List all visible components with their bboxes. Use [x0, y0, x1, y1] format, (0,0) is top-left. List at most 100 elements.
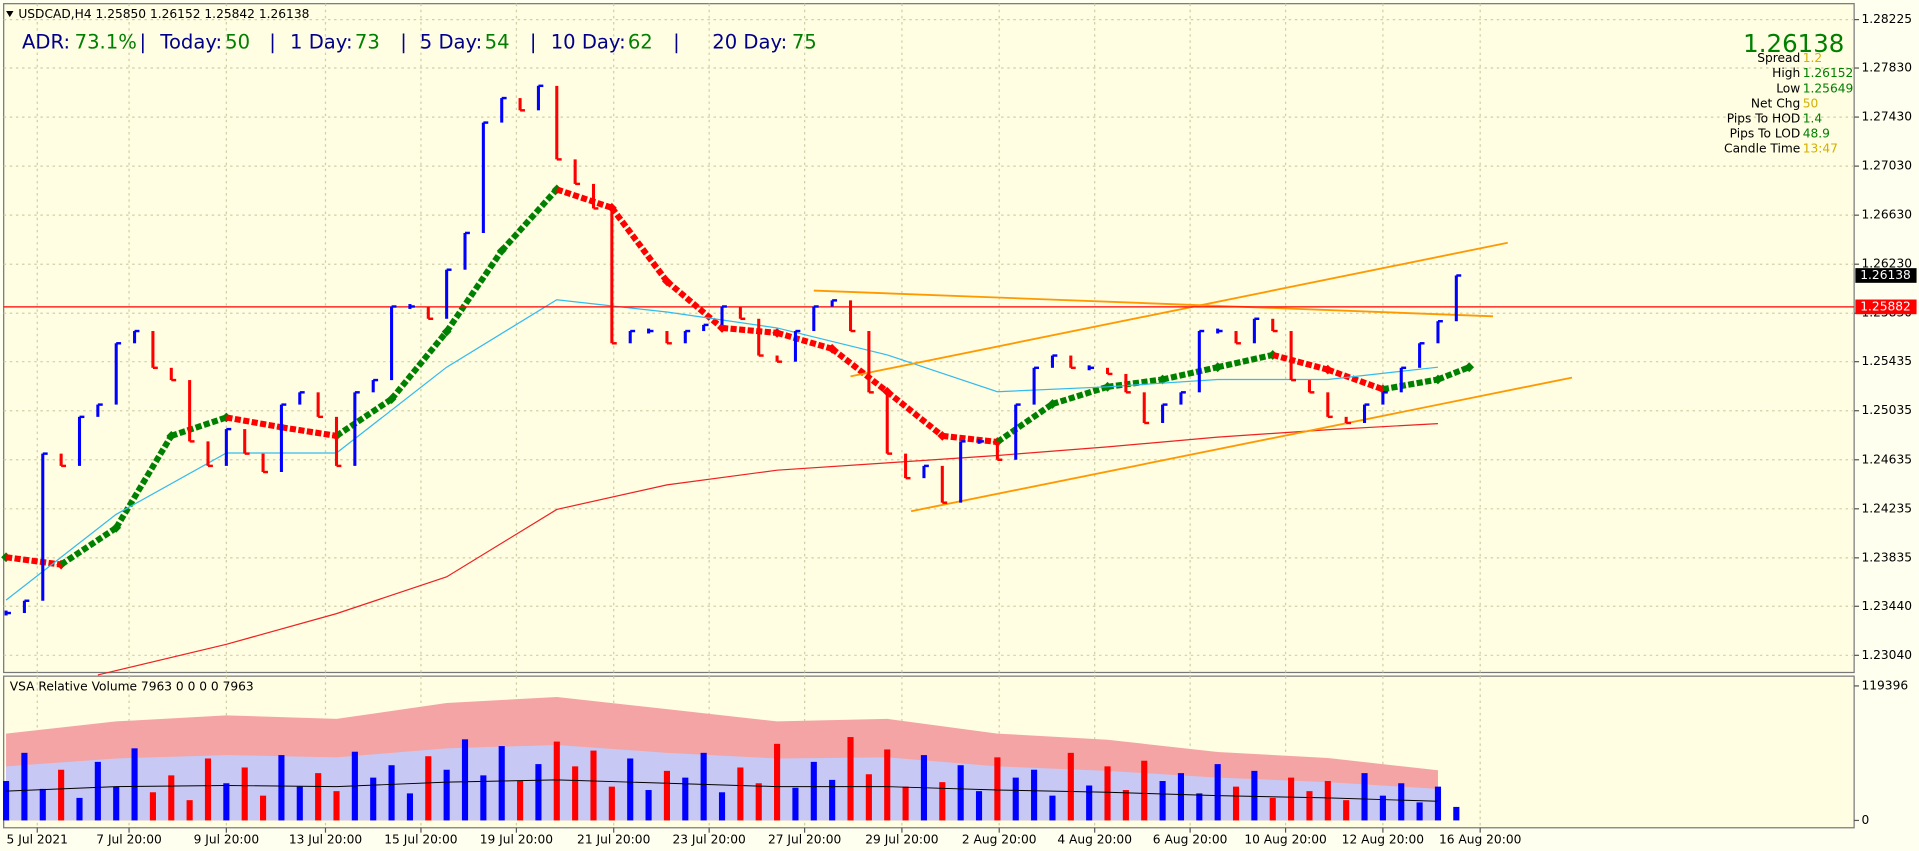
volume-bar — [370, 777, 377, 821]
volume-bar — [902, 786, 909, 821]
info-label: High — [1772, 66, 1800, 80]
volume-bar — [1196, 793, 1203, 821]
volume-bar — [149, 792, 156, 821]
volume-bar — [443, 769, 450, 821]
info-value: 1.26152 — [1803, 66, 1854, 80]
trend-ma-segment — [1271, 351, 1329, 373]
volume-bar — [1012, 777, 1019, 821]
y-tick-label: 1.24635 — [1861, 452, 1912, 466]
volume-bar — [1288, 777, 1295, 821]
volume-bar — [2, 781, 10, 821]
volume-bar — [1067, 752, 1074, 821]
x-tick-label: 27 Jul 20:00 — [768, 832, 841, 846]
x-tick-label: 12 Aug 20:00 — [1342, 832, 1424, 846]
trend-ma-segment — [113, 434, 174, 530]
info-label: Net Chg — [1751, 96, 1800, 110]
x-tick-label: 19 Jul 20:00 — [480, 832, 553, 846]
separator: | — [673, 30, 680, 53]
volume-bar — [1306, 791, 1313, 821]
y-tick-label: 1.27430 — [1861, 110, 1912, 124]
x-tick-label: 6 Aug 20:00 — [1153, 832, 1228, 846]
volume-bar — [58, 769, 65, 821]
volume-bar — [865, 774, 872, 821]
x-tick-label: 4 Aug 20:00 — [1057, 832, 1132, 846]
separator: | — [140, 30, 147, 53]
adr-label: 1 Day: — [290, 30, 352, 53]
volume-bar — [627, 758, 634, 821]
volume-bar — [1159, 781, 1166, 821]
trend-ma-segment — [995, 401, 1055, 445]
volume-bar — [535, 764, 542, 821]
trendline — [910, 376, 1573, 513]
volume-bar — [260, 795, 267, 821]
y-tick-label: 1.25035 — [1861, 403, 1912, 417]
level-box — [1855, 299, 1917, 315]
adr-value: 73 — [355, 30, 380, 53]
y-tick-label: 1.26630 — [1861, 208, 1912, 222]
volume-bar — [737, 767, 744, 821]
collapse-icon[interactable] — [6, 11, 14, 18]
trend-ma-segment — [1326, 366, 1384, 393]
volume-bar — [1031, 769, 1038, 821]
y-tick-label: 1.26230 — [1861, 257, 1912, 271]
volume-bar — [1049, 795, 1056, 821]
volume-bar — [682, 777, 689, 821]
volume-average — [6, 779, 1438, 802]
trend-ma-segment — [1217, 351, 1274, 371]
volume-bar — [461, 739, 469, 821]
volume-bar — [425, 756, 432, 821]
y-tick-label: 0 — [1861, 813, 1869, 827]
volume-bar — [590, 750, 597, 821]
volume-bar — [1122, 790, 1129, 821]
volume-bar — [204, 758, 212, 821]
adr-value: 50 — [225, 30, 250, 53]
volume-bar — [94, 761, 101, 821]
trend-ma-segment — [664, 279, 724, 331]
adr-value: 54 — [485, 30, 510, 53]
trend-ma-segment — [721, 324, 778, 336]
volume-title: VSA Relative Volume 7963 0 0 0 0 7963 — [10, 680, 254, 694]
last-price-label: 1.26138 — [1860, 268, 1911, 282]
volume-bar — [1086, 785, 1093, 821]
volume-bar — [718, 792, 726, 821]
adr-label: Today: — [159, 30, 222, 53]
y-tick-label: 119396 — [1861, 678, 1908, 692]
volume-bar — [333, 791, 340, 821]
volume-bar — [1416, 802, 1423, 821]
adr-value: 75 — [792, 30, 817, 53]
volume-bar — [498, 746, 505, 821]
volume-bar — [1398, 783, 1405, 821]
volume-bar — [994, 757, 1001, 821]
trend-ma-point — [1, 552, 11, 563]
plot — [1, 84, 1855, 821]
info-label: Pips To HOD — [1727, 111, 1801, 125]
volume-bar — [131, 748, 138, 821]
volume-bar — [774, 743, 781, 821]
volume-bar — [884, 749, 891, 821]
x-tick-label: 5 Jul 2021 — [7, 832, 68, 846]
info-label: Spread — [1757, 51, 1800, 65]
volume-bar — [1343, 800, 1350, 821]
trend-ma-segment — [5, 554, 62, 568]
adr-value: 73.1% — [75, 30, 137, 53]
volume-bar — [517, 781, 524, 821]
trend-ma-segment — [389, 329, 450, 402]
adr-label: 10 Day: — [551, 30, 626, 53]
volume-bar — [608, 786, 615, 821]
trendline — [850, 241, 1508, 378]
volume-bar — [1361, 773, 1368, 821]
volume-bar — [296, 786, 303, 821]
y-tick-label: 1.24235 — [1861, 501, 1912, 515]
trend-ma-segment — [1107, 376, 1164, 390]
volume-bar — [1453, 806, 1460, 821]
volume-bar — [553, 741, 560, 821]
info-value: 48.9 — [1803, 126, 1830, 140]
x-tick-label: 7 Jul 20:00 — [96, 832, 162, 846]
volume-bar — [1214, 764, 1221, 821]
volume-bar — [1324, 781, 1331, 821]
adr-label: ADR: — [22, 30, 70, 53]
volume-bar — [829, 779, 836, 821]
trend-ma-segment — [1051, 383, 1109, 407]
volume-bar — [1269, 797, 1276, 821]
trendline — [813, 289, 1494, 318]
